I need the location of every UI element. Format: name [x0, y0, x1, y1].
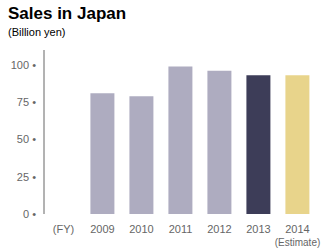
svg-text:2012: 2012: [207, 223, 231, 235]
svg-text:75 •: 75 •: [17, 96, 36, 108]
svg-text:(Estimate): (Estimate): [275, 237, 317, 248]
svg-text:100 •: 100 •: [11, 59, 36, 71]
html-text:Sales in Japan: Sales in Japan: [8, 4, 127, 23]
svg-text:2010: 2010: [129, 223, 153, 235]
svg-text:2011: 2011: [169, 223, 193, 235]
svg-text:2013: 2013: [246, 223, 270, 235]
svg-text:0 •: 0 •: [23, 208, 36, 220]
svg-text:50 •: 50 •: [17, 133, 36, 145]
svg-text:2009: 2009: [90, 223, 114, 235]
svg-text:25 •: 25 •: [17, 171, 36, 183]
html-text:(Billion yen): (Billion yen): [8, 26, 66, 38]
svg-text:2014: 2014: [285, 223, 309, 235]
svg-text:(FY): (FY): [53, 223, 74, 235]
